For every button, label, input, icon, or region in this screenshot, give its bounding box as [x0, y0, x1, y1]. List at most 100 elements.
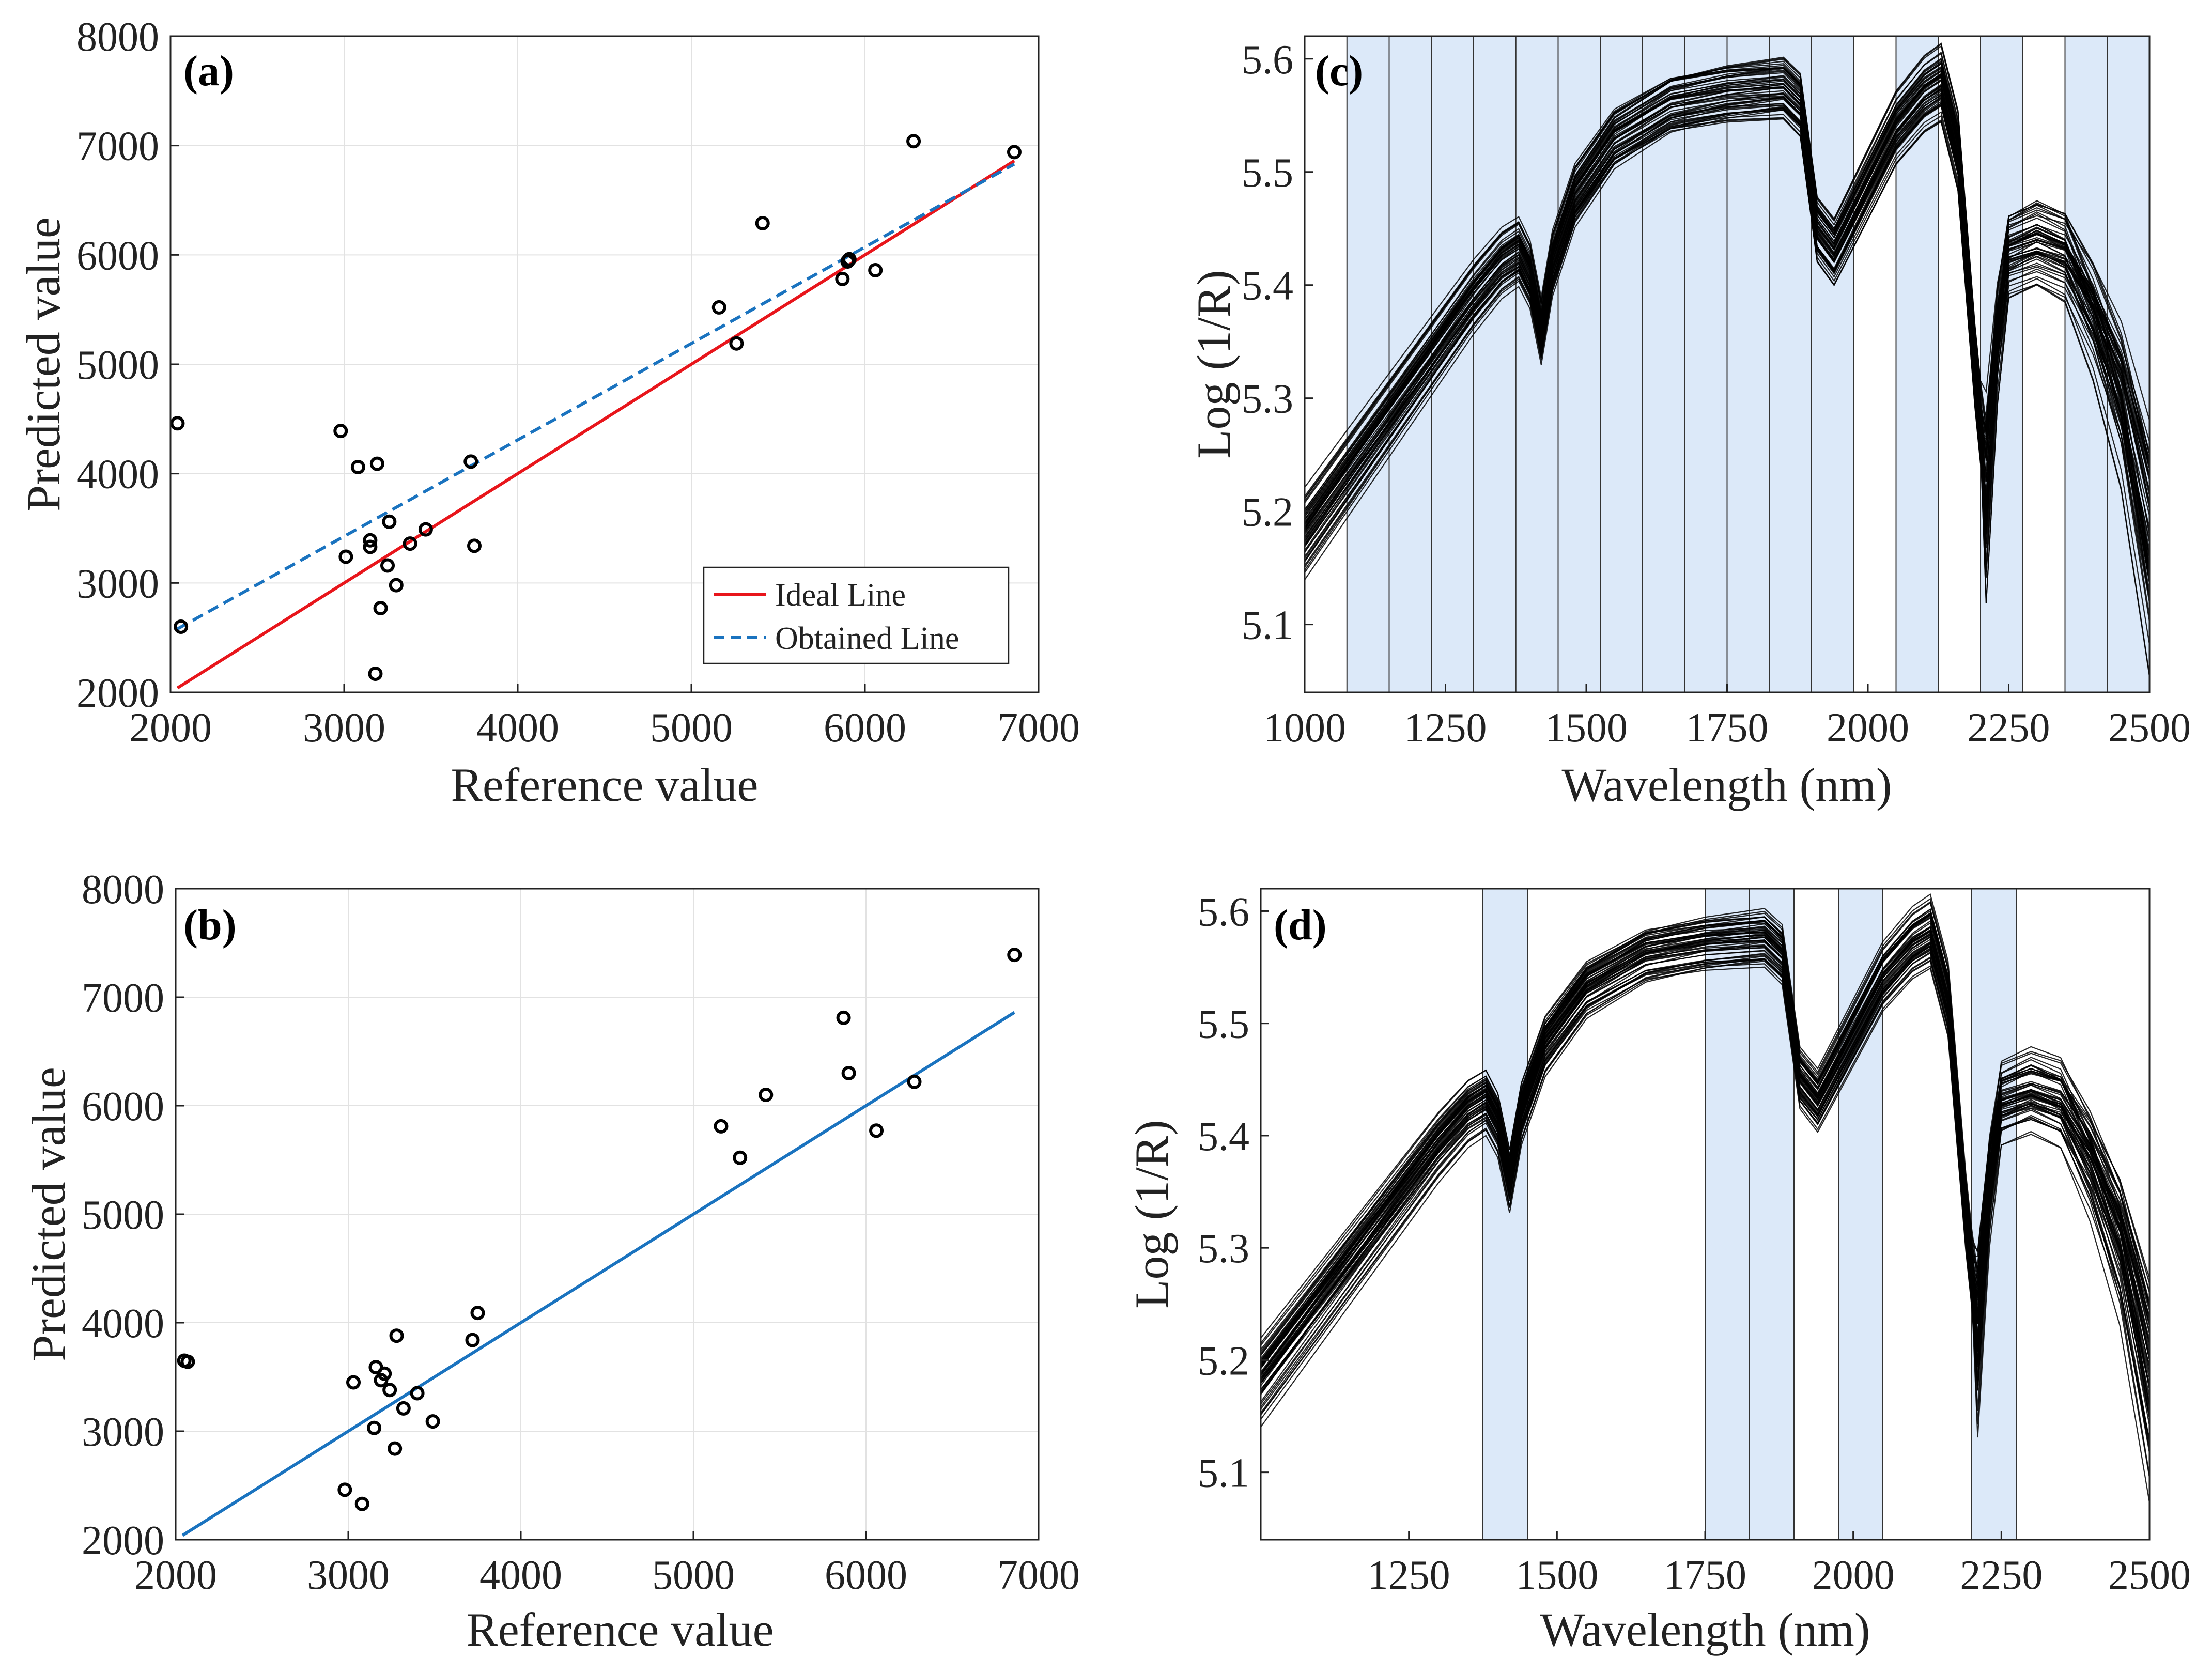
data-point — [418, 522, 433, 537]
x-tick-label: 6000 — [824, 705, 906, 751]
panel-c-spectra: 1000 1250 1500 1750 2000 2250 2500 5.1 5.2 5.3 5.4… — [1187, 35, 2191, 811]
spectrum-line — [1305, 52, 2149, 515]
selected-band — [1811, 36, 1854, 693]
y-tick-label: 8000 — [76, 14, 159, 60]
y-tick-label: 6000 — [82, 1084, 164, 1129]
x-tick-label: 1000 — [1263, 705, 1346, 751]
panel-d-spectra: 1250 1500 1750 2000 2250 2500 5.1 5.2 5.3 5.4 5.5 5… — [1125, 888, 2191, 1656]
x-tick-label: 5000 — [650, 705, 733, 751]
panel-b-y-axis-label: Predicted value — [22, 1067, 75, 1361]
data-point — [907, 1074, 922, 1089]
data-point — [755, 215, 770, 230]
data-point — [759, 1088, 774, 1102]
legend-ideal-line-label: Ideal Line — [775, 578, 906, 613]
data-point — [373, 601, 388, 616]
spectrum-line — [1305, 110, 2149, 535]
selected-band — [1473, 36, 1517, 693]
spectrum-line — [1261, 931, 2149, 1350]
data-point — [180, 1354, 195, 1369]
ideal-line — [176, 159, 1015, 690]
data-point — [389, 578, 404, 593]
data-point — [835, 271, 850, 286]
panel-b-x-axis-label: Reference value — [466, 1603, 774, 1656]
spectrum-line — [1261, 949, 2149, 1381]
x-tick-label: 2000 — [129, 705, 212, 751]
y-tick-label: 5.4 — [1198, 1114, 1249, 1159]
x-tick-label: 4000 — [476, 705, 559, 751]
panel-a-scatter: 2000 3000 4000 5000 6000 7000 2000 3000 4000 5000… — [17, 14, 1080, 811]
spectrum-line — [1305, 103, 2149, 677]
data-point — [733, 1150, 748, 1165]
selected-band — [1705, 888, 1750, 1540]
panel-a-ticks: 2000 3000 4000 5000 6000 7000 2000 3000 4000 5000… — [76, 14, 1080, 751]
data-point — [338, 549, 353, 564]
selected-band — [1515, 36, 1559, 693]
y-tick-label: 5.2 — [1198, 1338, 1249, 1384]
panel-d-y-axis-label: Log (1/R) — [1125, 1120, 1178, 1308]
spectrum-line — [1261, 912, 2149, 1368]
data-point — [337, 1482, 352, 1497]
y-tick-label: 8000 — [82, 867, 164, 912]
y-tick-label: 5.5 — [1242, 150, 1293, 196]
data-point — [388, 1441, 403, 1456]
panel-d-bands — [1482, 888, 2017, 1540]
panel-a-x-axis-label: Reference value — [451, 758, 758, 811]
x-tick-label: 1500 — [1545, 705, 1628, 751]
x-tick-label: 1500 — [1515, 1553, 1598, 1598]
spectrum-line — [1305, 88, 2149, 527]
x-tick-label: 2500 — [2108, 1553, 2191, 1598]
data-point — [841, 1066, 856, 1080]
x-tick-label: 3000 — [307, 1553, 390, 1598]
panel-c-bands — [1346, 36, 2150, 693]
fit-line — [181, 1011, 1015, 1537]
data-point — [377, 1366, 392, 1381]
y-tick-label: 5000 — [82, 1192, 164, 1238]
data-point — [170, 416, 185, 431]
panel-a-legend: Ideal Line Obtained Line — [703, 566, 1010, 664]
panel-d-label: (d) — [1274, 901, 1327, 949]
y-tick-label: 4000 — [76, 452, 159, 498]
panel-c-series — [1305, 42, 2149, 677]
y-tick-label: 5.5 — [1198, 1002, 1249, 1047]
data-point — [354, 1496, 369, 1511]
data-point — [396, 1401, 411, 1416]
data-point — [389, 1328, 404, 1343]
panel-b-scatter: 2000 3000 4000 5000 6000 7000 2000 3000 4000 5000… — [22, 867, 1080, 1656]
data-point — [410, 1386, 425, 1401]
data-point — [465, 1333, 480, 1347]
x-tick-label: 2000 — [1812, 1553, 1895, 1598]
x-tick-label: 2000 — [1827, 705, 1909, 751]
spectrum-line — [1305, 114, 2149, 540]
y-tick-label: 7000 — [82, 975, 164, 1021]
spectrum-line — [1261, 913, 2149, 1419]
y-tick-label: 5.6 — [1198, 889, 1249, 935]
y-tick-label: 5.2 — [1242, 490, 1293, 535]
panel-d-ticks: 1250 1500 1750 2000 2250 2500 5.1 5.2 5.3 5.4 5.5 5… — [1198, 889, 2191, 1598]
panel-c-label: (c) — [1315, 47, 1363, 95]
data-point — [467, 538, 482, 553]
data-point — [463, 454, 478, 469]
spectrum-line — [1305, 96, 2149, 580]
panel-a-y-axis-label: Predicted value — [17, 217, 70, 512]
data-point — [174, 619, 189, 634]
data-point — [868, 262, 883, 277]
x-tick-label: 2250 — [1968, 705, 2050, 751]
data-point — [363, 533, 378, 548]
data-point — [368, 667, 383, 681]
y-tick-label: 3000 — [76, 561, 159, 607]
legend-box — [703, 566, 1010, 664]
y-tick-label: 5.6 — [1242, 37, 1293, 83]
x-tick-label: 1250 — [1404, 705, 1487, 751]
y-tick-label: 2000 — [76, 671, 159, 716]
panel-d-series — [1261, 893, 2149, 1503]
spectrum-line — [1305, 70, 2149, 559]
y-tick-label: 5.4 — [1242, 264, 1293, 309]
panel-c-y-axis-label: Log (1/R) — [1187, 270, 1240, 458]
spectrum-line — [1305, 66, 2149, 570]
data-point — [906, 134, 921, 149]
data-point — [1007, 948, 1022, 963]
x-tick-label: 4000 — [479, 1553, 562, 1598]
data-point — [470, 1306, 485, 1321]
selected-band — [1726, 36, 1770, 693]
